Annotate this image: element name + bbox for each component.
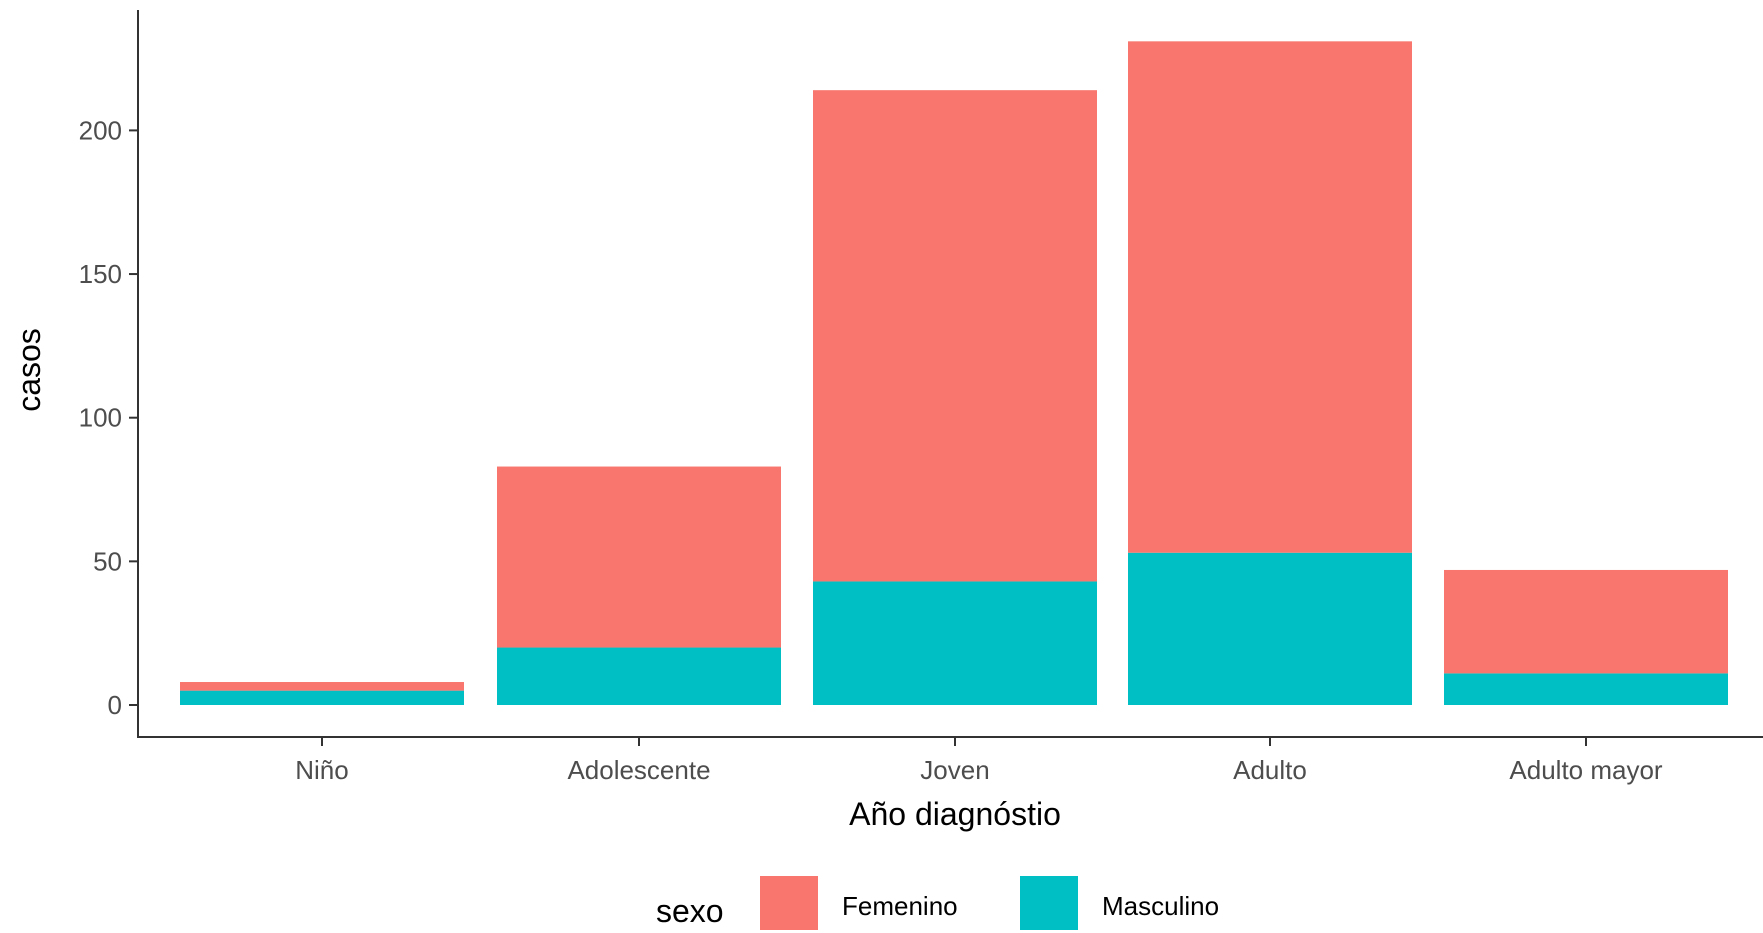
bar-femenino-1 <box>497 466 781 648</box>
legend-label-femenino: Femenino <box>842 891 958 921</box>
x-tick-label: Adolescente <box>567 755 710 785</box>
bar-masculino-3 <box>1128 552 1412 705</box>
bar-masculino-0 <box>180 690 464 705</box>
x-tick-label: Joven <box>920 755 989 785</box>
bars-layer <box>180 41 1728 705</box>
bar-masculino-2 <box>813 581 1097 705</box>
bar-femenino-4 <box>1444 569 1728 674</box>
x-axis-title: Año diagnóstio <box>849 796 1061 832</box>
legend-key-femenino <box>760 876 818 930</box>
y-tick-label: 200 <box>79 115 122 145</box>
legend-title: sexo <box>656 893 724 929</box>
y-axis-title: casos <box>11 328 47 412</box>
x-ticks-layer: Niño Adolescente Joven Adulto Adulto mayor <box>295 737 1663 785</box>
x-tick-label: Adulto mayor <box>1509 755 1663 785</box>
y-tick-label: 100 <box>79 403 122 433</box>
bar-femenino-3 <box>1128 41 1412 553</box>
x-tick-label: Adulto <box>1233 755 1307 785</box>
bar-femenino-0 <box>180 682 464 691</box>
y-ticks-layer: 0 50 100 150 200 <box>79 115 138 720</box>
legend-label-masculino: Masculino <box>1102 891 1219 921</box>
y-tick-label: 0 <box>108 690 122 720</box>
x-tick-label: Niño <box>295 755 348 785</box>
legend: sexo Femenino Masculino <box>656 876 1219 930</box>
bar-femenino-2 <box>813 90 1097 582</box>
bar-masculino-1 <box>497 647 781 705</box>
y-tick-label: 150 <box>79 259 122 289</box>
bar-masculino-4 <box>1444 673 1728 705</box>
legend-key-masculino <box>1020 876 1078 930</box>
y-tick-label: 50 <box>93 546 122 576</box>
